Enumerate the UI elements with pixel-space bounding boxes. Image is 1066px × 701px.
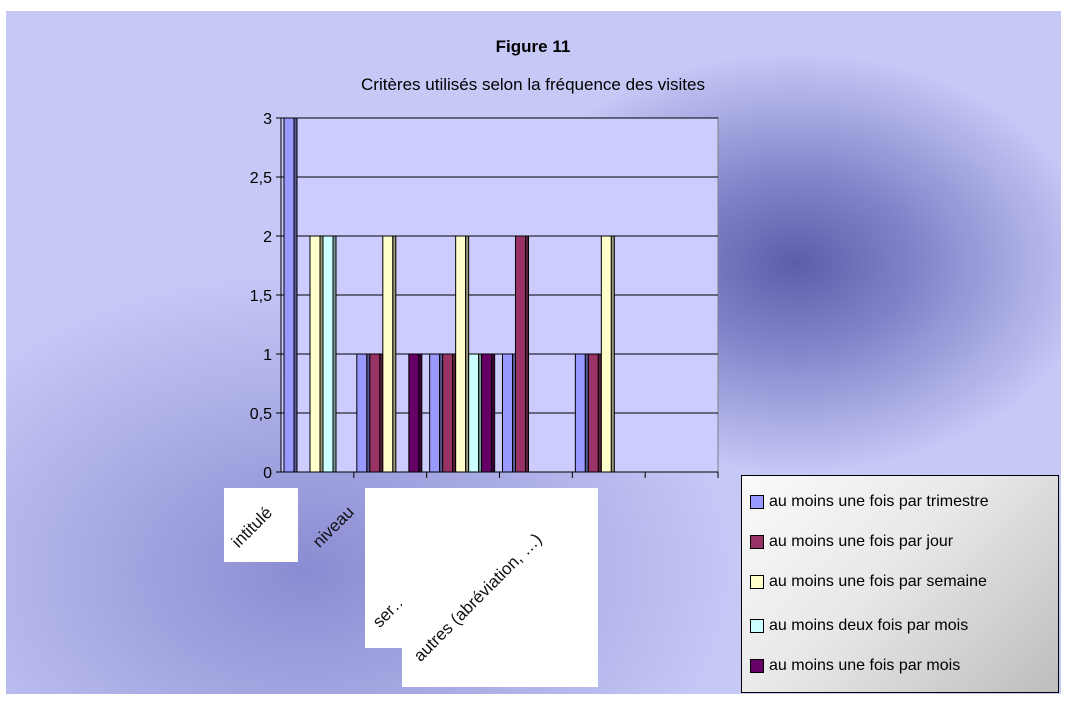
bar	[455, 235, 470, 473]
bar	[408, 353, 423, 473]
legend-item: au moins une fois par mois	[750, 655, 960, 677]
legend-swatch	[750, 575, 764, 589]
legend-swatch	[750, 619, 764, 633]
bar	[574, 353, 589, 473]
legend-label: au moins une fois par trimestre	[769, 493, 989, 510]
bar	[502, 353, 516, 473]
bar	[369, 353, 384, 473]
y-tick-label: 2	[263, 229, 272, 246]
bar	[382, 235, 397, 473]
chart-title: Figure 11	[495, 37, 571, 56]
y-tick-label: 2,5	[250, 170, 272, 187]
legend-label: au moins deux fois par mois	[769, 617, 969, 634]
bar	[587, 353, 602, 473]
legend-item: au moins une fois par jour	[750, 531, 953, 553]
chart-subtitle: Critères utilisés selon la fréquence des…	[361, 75, 705, 94]
x-label-niveau: niveau	[308, 502, 358, 552]
y-tick-label: 3	[263, 111, 272, 128]
bar	[322, 235, 337, 473]
legend-swatch	[750, 495, 764, 509]
legend-label: au moins une fois par mois	[769, 657, 961, 674]
bar	[283, 117, 298, 473]
legend: au moins une fois par trimestre au moins…	[741, 475, 1059, 693]
x-label-autres: autres (abréviation, …)	[402, 488, 598, 687]
y-tick-label: 0	[263, 465, 272, 482]
bar	[600, 235, 615, 473]
legend-item: au moins une fois par trimestre	[750, 491, 989, 513]
legend-label: au moins une fois par jour	[769, 533, 954, 550]
legend-swatch	[750, 659, 764, 673]
bar	[515, 235, 529, 473]
y-tick-label: 1	[263, 347, 272, 364]
bar	[481, 353, 496, 473]
x-label-intitule: intitulé	[224, 488, 298, 562]
bar	[429, 353, 444, 473]
legend-label: au moins une fois par semaine	[769, 573, 987, 590]
y-tick-label: 1,5	[250, 288, 272, 305]
legend-swatch	[750, 535, 764, 549]
bar	[468, 353, 483, 473]
legend-item: au moins une fois par semaine	[750, 571, 987, 593]
legend-item: au moins deux fois par mois	[750, 615, 968, 637]
bar	[356, 353, 371, 473]
bar	[309, 235, 324, 473]
bar	[442, 353, 457, 473]
y-tick-label: 0,5	[250, 406, 272, 423]
